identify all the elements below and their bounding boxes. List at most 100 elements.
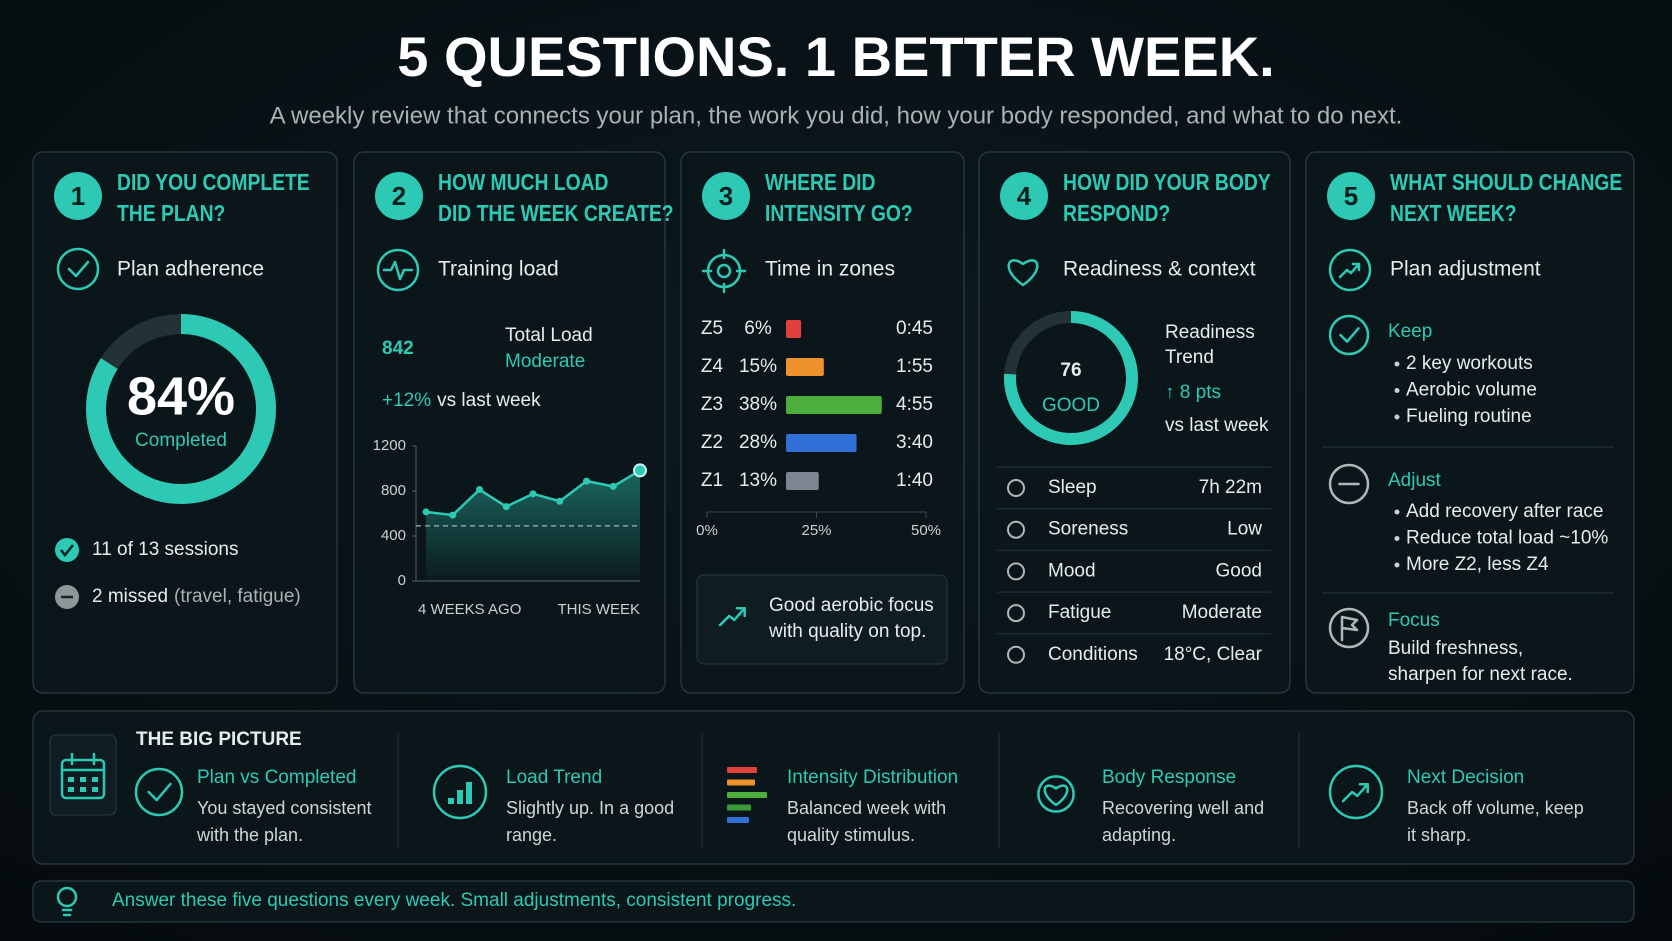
bar-glyph	[457, 790, 463, 804]
y-tick-label: 800	[381, 482, 406, 499]
focus-title: Focus	[1388, 610, 1440, 631]
big-picture-item-line: Recovering well and	[1102, 798, 1264, 818]
load-point	[529, 490, 537, 498]
trend: ↑ 8 pts	[1165, 382, 1221, 403]
icon-ring	[134, 767, 184, 817]
icon-ring	[1328, 764, 1384, 820]
adjust-title: Adjust	[1388, 470, 1442, 491]
check-icon	[56, 247, 100, 291]
trend-icon	[1328, 248, 1372, 292]
insight-line: Good aerobic focus	[769, 595, 934, 616]
metric-name: Conditions	[1048, 644, 1138, 665]
icon-ring	[1037, 775, 1075, 813]
change: +12%	[382, 390, 431, 411]
panel	[32, 151, 338, 694]
pulse	[382, 260, 414, 281]
metric-name: Soreness	[1048, 519, 1128, 540]
load-point	[502, 503, 510, 511]
metric-value: Good	[1216, 560, 1262, 581]
load-level: Moderate	[505, 351, 585, 372]
bulb-icon	[56, 886, 78, 917]
big-picture-title: THE BIG PICTURE	[136, 729, 302, 750]
calendar-box	[49, 734, 117, 816]
calendar-day	[92, 787, 98, 792]
calendar-day	[68, 777, 74, 782]
bullet	[1394, 388, 1400, 393]
keep-item: 2 key workouts	[1406, 353, 1533, 374]
trend-label: Trend	[1165, 347, 1214, 368]
check-icon	[1328, 314, 1370, 356]
bar-glyph	[466, 782, 472, 804]
trend	[1341, 782, 1369, 803]
zone-percent: 38%	[739, 394, 777, 415]
zone-bar	[786, 358, 824, 376]
check	[1339, 327, 1360, 343]
panel-title-line: DID YOU COMPLETE	[117, 171, 310, 196]
done-check	[60, 544, 74, 558]
readiness-value: 76	[1060, 360, 1081, 381]
readiness-label: GOOD	[1042, 395, 1100, 416]
bullet	[1394, 536, 1400, 541]
icon-ring	[1328, 463, 1370, 505]
ring-arc	[1004, 311, 1138, 445]
calendar-day	[92, 777, 98, 782]
arrow	[1351, 262, 1361, 272]
panel-title: DID YOU COMPLETE	[117, 171, 310, 196]
panel-title-line: DID THE WEEK CREATE?	[438, 202, 674, 227]
footer-text: Answer these five questions every week. …	[112, 890, 796, 911]
big-picture-item-title: Load Trend	[506, 767, 602, 788]
calendar-icon	[60, 752, 106, 800]
trend-icon	[1328, 764, 1384, 820]
load-point	[633, 463, 647, 478]
bars-icon	[432, 764, 488, 820]
adjust-item: Reduce total load ~10%	[1406, 528, 1608, 549]
metric-icon	[1007, 645, 1025, 664]
big-picture-item-title: Plan vs Completed	[197, 767, 356, 788]
icon-ring	[1328, 314, 1370, 356]
metric-value: Low	[1227, 519, 1262, 540]
icon-ring	[1328, 248, 1372, 292]
calendar	[60, 758, 106, 800]
keep-item: Aerobic volume	[1406, 380, 1537, 401]
heart	[1007, 259, 1039, 287]
x-tick-label: 0%	[696, 522, 718, 539]
flag	[1340, 615, 1359, 642]
big-picture-item-line: adapting.	[1102, 825, 1176, 845]
step-number: 5	[1344, 181, 1358, 211]
trend-label: Readiness	[1165, 322, 1255, 343]
step-badge	[54, 172, 102, 220]
metric-icon	[1007, 604, 1025, 623]
calendar-day	[80, 787, 86, 792]
distribution-glyph	[727, 767, 757, 773]
trend	[1338, 262, 1361, 279]
panel-frames	[32, 151, 1635, 923]
step-number: 2	[392, 181, 406, 211]
focus-line: sharpen for next race.	[1388, 664, 1573, 685]
missed-reason: (travel, fatigue)	[174, 586, 301, 607]
panel-title-line: HOW DID YOUR BODY	[1063, 171, 1271, 196]
panel-title: RESPOND?	[1063, 202, 1170, 227]
y-tick-label: 0	[398, 572, 406, 589]
icon-ring	[56, 247, 100, 291]
zone-percent: 28%	[739, 432, 777, 453]
panel	[978, 151, 1291, 694]
missed: 2 missed (travel, fatigue)	[92, 586, 301, 607]
zone-bar	[786, 320, 802, 338]
arrow	[735, 606, 746, 618]
zone-label: Z3	[701, 394, 723, 415]
target-icon	[701, 248, 747, 294]
load-change: +12% vs last week	[382, 390, 541, 411]
step-badge	[375, 172, 423, 220]
step-badge	[1327, 172, 1375, 220]
step-number: 4	[1017, 181, 1032, 211]
panel-title: THE PLAN?	[117, 202, 225, 227]
bulb	[56, 886, 78, 908]
panel-title-line: WHAT SHOULD CHANGE	[1390, 171, 1622, 196]
footer-bar	[32, 880, 1635, 923]
metric-value: 18°C, Clear	[1164, 644, 1263, 665]
panel-title: NEXT WEEK?	[1390, 202, 1517, 227]
panel-title: DID THE WEEK CREATE?	[438, 202, 674, 227]
total-load: 842	[382, 338, 414, 359]
adherence-caption: Completed	[135, 430, 227, 451]
metric-icon	[1007, 562, 1025, 581]
